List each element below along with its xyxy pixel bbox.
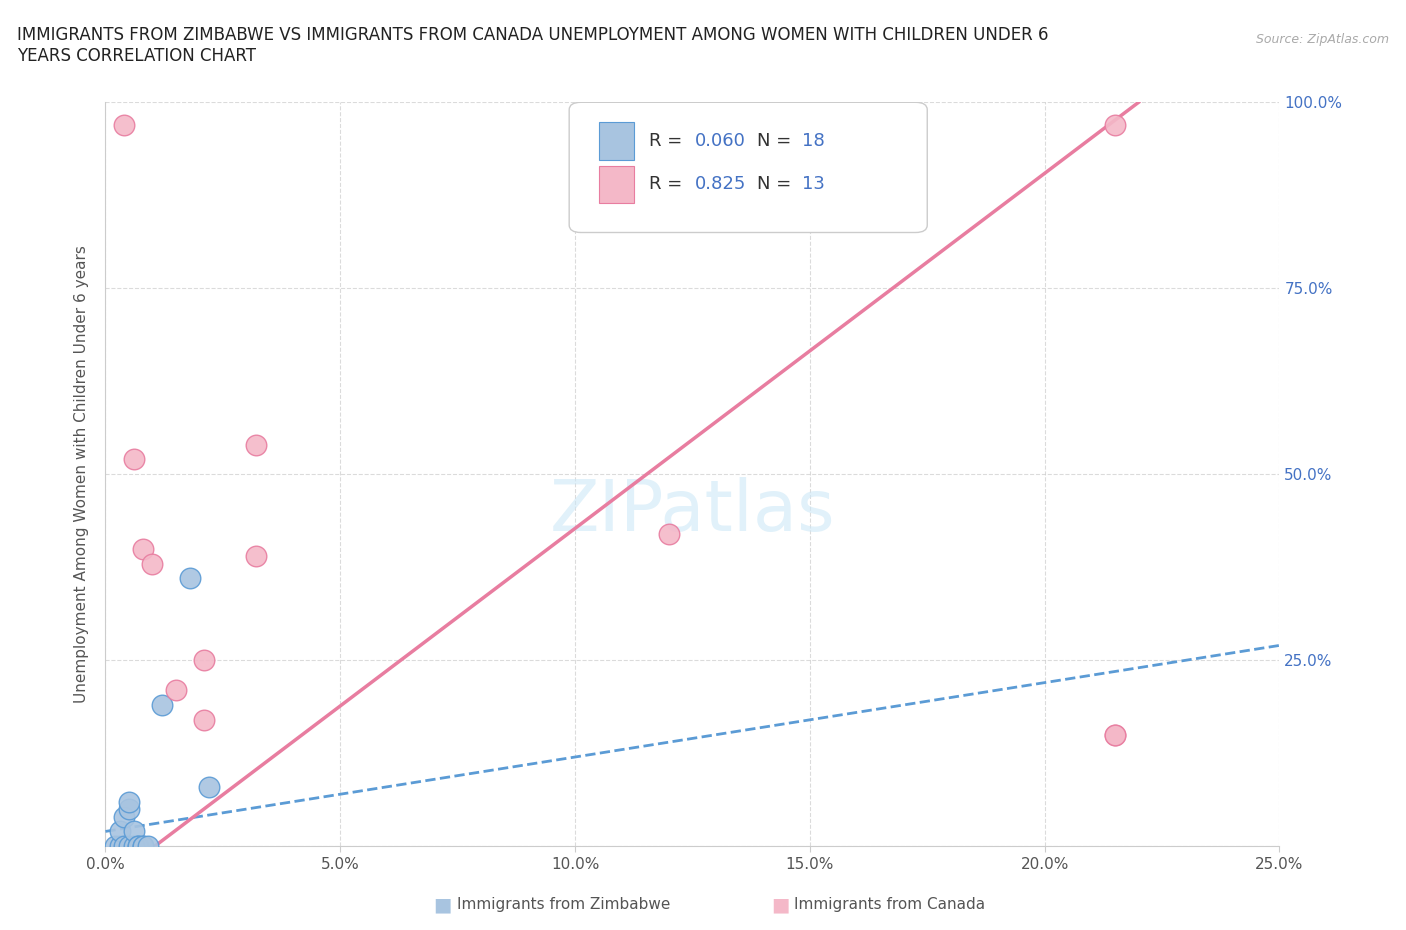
- Text: Source: ZipAtlas.com: Source: ZipAtlas.com: [1256, 33, 1389, 46]
- Text: IMMIGRANTS FROM ZIMBABWE VS IMMIGRANTS FROM CANADA UNEMPLOYMENT AMONG WOMEN WITH: IMMIGRANTS FROM ZIMBABWE VS IMMIGRANTS F…: [17, 26, 1049, 65]
- Y-axis label: Unemployment Among Women with Children Under 6 years: Unemployment Among Women with Children U…: [75, 246, 90, 703]
- Point: [179, 571, 201, 586]
- Text: ■: ■: [770, 896, 790, 914]
- Text: R =: R =: [650, 175, 688, 193]
- Text: R =: R =: [650, 132, 688, 150]
- Point: [132, 839, 155, 854]
- Point: [193, 712, 215, 727]
- Text: 0.060: 0.060: [695, 132, 745, 150]
- Point: [1104, 117, 1126, 132]
- Point: [165, 683, 187, 698]
- Point: [118, 802, 141, 817]
- Point: [150, 698, 173, 712]
- Text: Immigrants from Zimbabwe: Immigrants from Zimbabwe: [457, 897, 671, 912]
- Point: [193, 653, 215, 668]
- Text: ZIPatlas: ZIPatlas: [550, 477, 835, 546]
- Point: [132, 541, 155, 556]
- Text: 13: 13: [801, 175, 824, 193]
- Point: [104, 839, 127, 854]
- Point: [136, 839, 159, 854]
- Point: [108, 839, 131, 854]
- Point: [118, 794, 141, 809]
- Point: [118, 839, 141, 854]
- Point: [197, 779, 219, 794]
- Point: [127, 839, 149, 854]
- Point: [112, 839, 135, 854]
- Point: [132, 839, 155, 854]
- Text: 0.825: 0.825: [695, 175, 747, 193]
- Point: [1104, 727, 1126, 742]
- FancyBboxPatch shape: [599, 123, 634, 160]
- Point: [108, 824, 131, 839]
- Point: [122, 824, 145, 839]
- Point: [1104, 727, 1126, 742]
- Text: N =: N =: [756, 175, 797, 193]
- Point: [141, 556, 163, 571]
- Point: [245, 549, 267, 564]
- Point: [245, 437, 267, 452]
- Point: [122, 839, 145, 854]
- Text: ■: ■: [433, 896, 453, 914]
- Point: [658, 526, 681, 541]
- Point: [112, 809, 135, 824]
- Point: [122, 452, 145, 467]
- Text: Immigrants from Canada: Immigrants from Canada: [794, 897, 986, 912]
- Point: [112, 117, 135, 132]
- Text: N =: N =: [756, 132, 797, 150]
- FancyBboxPatch shape: [569, 102, 927, 232]
- FancyBboxPatch shape: [599, 166, 634, 203]
- Text: 18: 18: [801, 132, 824, 150]
- Point: [127, 839, 149, 854]
